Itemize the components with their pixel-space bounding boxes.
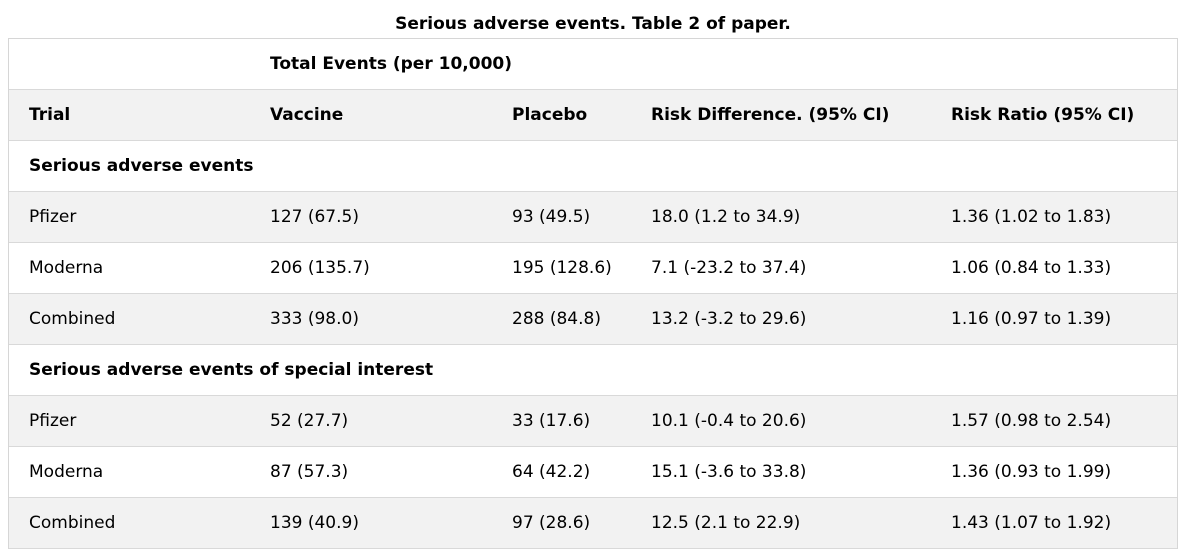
trial-cell: Combined [29, 513, 116, 533]
column-header-row: Trial Vaccine Placebo Risk Difference. (… [9, 90, 1177, 141]
trial-cell: Pfizer [29, 207, 77, 227]
placebo-cell: 33 (17.6) [512, 411, 591, 431]
table-row: Pfizer 127 (67.5) 93 (49.5) 18.0 (1.2 to… [9, 192, 1177, 243]
placebo-cell: 64 (42.2) [512, 462, 591, 482]
adverse-events-table: Total Events (per 10,000) Trial Vaccine … [8, 38, 1178, 549]
section-title: Serious adverse events of special intere… [29, 360, 434, 380]
vaccine-cell: 87 (57.3) [270, 462, 349, 482]
section-title-row: Serious adverse events of special intere… [9, 345, 1177, 396]
column-header-risk-difference: Risk Difference. (95% CI) [651, 105, 890, 125]
risk-difference-cell: 18.0 (1.2 to 34.9) [651, 207, 801, 227]
section-title: Serious adverse events [29, 156, 254, 176]
super-header-row: Total Events (per 10,000) [9, 39, 1177, 90]
column-header-placebo: Placebo [512, 105, 588, 125]
risk-difference-cell: 15.1 (-3.6 to 33.8) [651, 462, 807, 482]
vaccine-cell: 139 (40.9) [270, 513, 359, 533]
risk-difference-cell: 7.1 (-23.2 to 37.4) [651, 258, 807, 278]
table-row: Combined 333 (98.0) 288 (84.8) 13.2 (-3.… [9, 294, 1177, 345]
table-row: Pfizer 52 (27.7) 33 (17.6) 10.1 (-0.4 to… [9, 396, 1177, 447]
trial-cell: Moderna [29, 462, 104, 482]
risk-ratio-cell: 1.43 (1.07 to 1.92) [951, 513, 1112, 533]
placebo-cell: 288 (84.8) [512, 309, 601, 329]
table-row: Moderna 206 (135.7) 195 (128.6) 7.1 (-23… [9, 243, 1177, 294]
column-header-risk-ratio: Risk Ratio (95% CI) [951, 105, 1135, 125]
section-title-row: Serious adverse events [9, 141, 1177, 192]
risk-ratio-cell: 1.57 (0.98 to 2.54) [951, 411, 1112, 431]
table-caption: Serious adverse events. Table 2 of paper… [395, 14, 791, 34]
placebo-cell: 195 (128.6) [512, 258, 612, 278]
risk-ratio-cell: 1.16 (0.97 to 1.39) [951, 309, 1112, 329]
risk-ratio-cell: 1.06 (0.84 to 1.33) [951, 258, 1112, 278]
column-header-trial: Trial [29, 105, 71, 125]
placebo-cell: 93 (49.5) [512, 207, 591, 227]
trial-cell: Combined [29, 309, 116, 329]
vaccine-cell: 127 (67.5) [270, 207, 359, 227]
table-row: Combined 139 (40.9) 97 (28.6) 12.5 (2.1 … [9, 498, 1177, 549]
risk-difference-cell: 10.1 (-0.4 to 20.6) [651, 411, 807, 431]
risk-difference-cell: 12.5 (2.1 to 22.9) [651, 513, 801, 533]
trial-cell: Pfizer [29, 411, 77, 431]
risk-difference-cell: 13.2 (-3.2 to 29.6) [651, 309, 807, 329]
vaccine-cell: 206 (135.7) [270, 258, 370, 278]
column-header-vaccine: Vaccine [270, 105, 344, 125]
placebo-cell: 97 (28.6) [512, 513, 591, 533]
table-row: Moderna 87 (57.3) 64 (42.2) 15.1 (-3.6 t… [9, 447, 1177, 498]
risk-ratio-cell: 1.36 (0.93 to 1.99) [951, 462, 1112, 482]
trial-cell: Moderna [29, 258, 104, 278]
super-header: Total Events (per 10,000) [270, 54, 512, 74]
risk-ratio-cell: 1.36 (1.02 to 1.83) [951, 207, 1112, 227]
vaccine-cell: 333 (98.0) [270, 309, 359, 329]
vaccine-cell: 52 (27.7) [270, 411, 349, 431]
